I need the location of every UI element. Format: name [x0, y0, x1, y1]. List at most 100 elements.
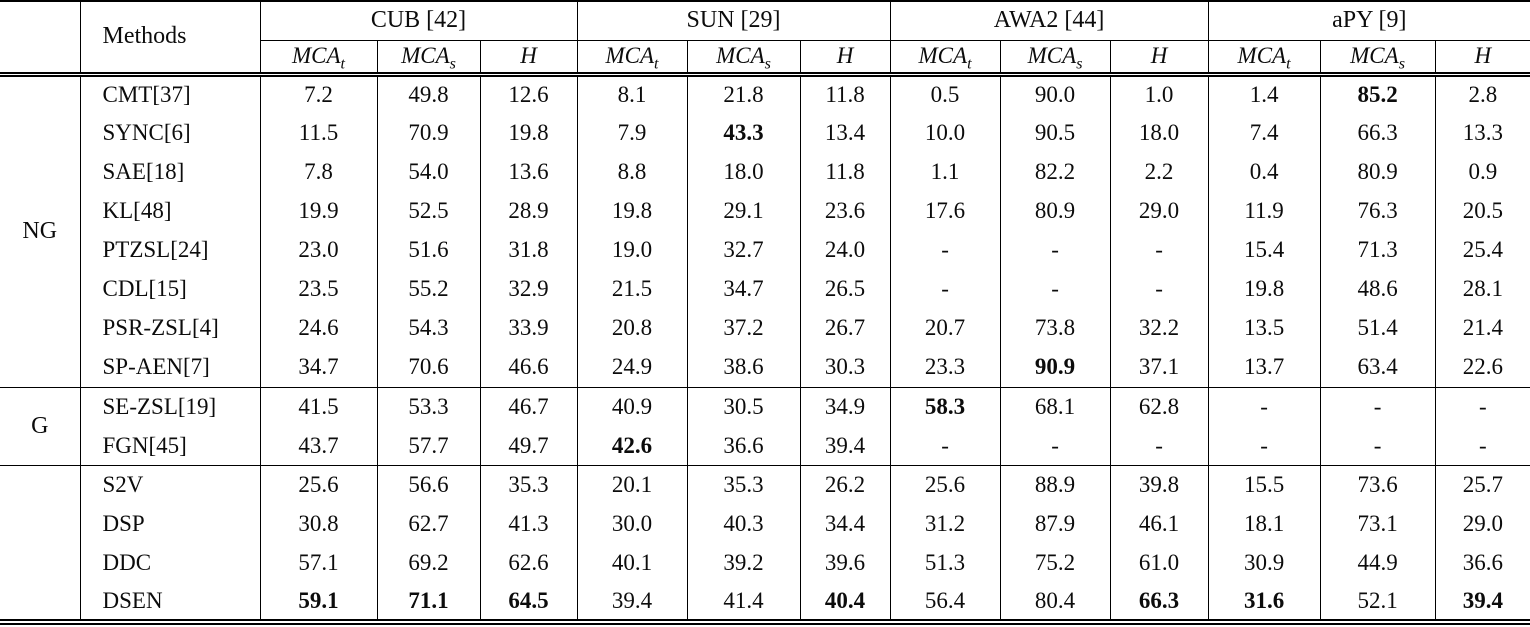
dataset-header-sun: SUN [29] — [576, 1, 891, 41]
value-cell: - — [1434, 426, 1530, 466]
value-cell: 0.5 — [889, 74, 1001, 114]
value-cell: 8.1 — [576, 74, 688, 114]
value-cell: 43.7 — [259, 426, 377, 466]
value-cell: - — [999, 426, 1111, 466]
value-cell: 64.5 — [479, 582, 578, 622]
value-cell: 19.8 — [576, 191, 688, 231]
metric-header-mca-t: MCAt — [576, 40, 688, 77]
table-row: DSEN 59.1 71.1 64.5 39.4 41.4 40.4 56.4 80.4 66.3… — [0, 582, 1530, 622]
value-cell: 0.9 — [1434, 152, 1530, 192]
value-cell: 13.6 — [479, 152, 578, 192]
value-cell: 57.7 — [376, 426, 480, 466]
value-cell: 2.8 — [1434, 74, 1530, 114]
value-cell: 41.5 — [259, 387, 377, 427]
value-cell: 56.4 — [889, 582, 1001, 622]
value-cell: 73.8 — [999, 308, 1111, 348]
value-cell: 51.6 — [376, 230, 480, 270]
value-cell: 34.9 — [799, 387, 891, 427]
group-label: G — [31, 412, 49, 439]
value-cell: 8.8 — [576, 152, 688, 192]
value-cell: - — [1207, 426, 1321, 466]
value-cell: 0.4 — [1207, 152, 1321, 192]
value-cell: 54.3 — [376, 308, 480, 348]
method-name: DDC — [79, 543, 260, 583]
value-cell: 55.2 — [376, 269, 480, 309]
value-cell: 82.2 — [999, 152, 1111, 192]
table-row: DDC 57.1 69.2 62.6 40.1 39.2 39.6 51.3 75.2 61.0 3… — [0, 543, 1530, 583]
value-cell: 40.4 — [799, 582, 891, 622]
value-cell: 25.6 — [259, 465, 377, 505]
value-cell: 32.9 — [479, 269, 578, 309]
value-cell: 21.8 — [686, 74, 801, 114]
value-cell: - — [1319, 426, 1436, 466]
value-cell: 40.9 — [576, 387, 688, 427]
value-cell: 39.4 — [1434, 582, 1530, 622]
value-cell: 29.0 — [1109, 191, 1209, 231]
corner-cell — [0, 1, 80, 77]
method-name: S2V — [79, 465, 260, 505]
value-cell: 26.2 — [799, 465, 891, 505]
value-cell: - — [1109, 426, 1209, 466]
value-cell: 31.2 — [889, 504, 1001, 544]
value-cell: 34.7 — [259, 347, 377, 388]
value-cell: 46.1 — [1109, 504, 1209, 544]
value-cell: 39.4 — [799, 426, 891, 466]
value-cell: 30.3 — [799, 347, 891, 388]
value-cell: 52.5 — [376, 191, 480, 231]
value-cell: 43.3 — [686, 113, 801, 153]
value-cell: 18.1 — [1207, 504, 1321, 544]
table-row: S2V 25.6 56.6 35.3 20.1 35.3 26.2 25.6 88.9 39.8 1… — [0, 465, 1530, 505]
dataset-header-apy: aPY [9] — [1207, 1, 1530, 41]
value-cell: 11.5 — [259, 113, 377, 153]
value-cell: 38.6 — [686, 347, 801, 388]
dataset-header-row: Methods CUB [42] SUN [29] AWA2 [44] aPY … — [0, 1, 1530, 77]
table-row: SAE[18] 7.8 54.0 13.6 8.8 18.0 11.8 1.1 82.2 2.2 0… — [0, 152, 1530, 192]
value-cell: 46.7 — [479, 387, 578, 427]
value-cell: - — [889, 426, 1001, 466]
dataset-header-cub: CUB [42] — [259, 1, 578, 41]
value-cell: 25.6 — [889, 465, 1001, 505]
value-cell: - — [999, 269, 1111, 309]
value-cell: 69.2 — [376, 543, 480, 583]
table-row: NG CMT[37] 7.2 49.8 12.6 8.1 21.8 11.8 0.5 90.0 1.… — [0, 74, 1530, 244]
value-cell: 51.3 — [889, 543, 1001, 583]
table-row: SYNC[6] 11.5 70.9 19.8 7.9 43.3 13.4 10.0 90.5 18… — [0, 113, 1530, 153]
table-row: CDL[15] 23.5 55.2 32.9 21.5 34.7 26.5- - -19.8 48… — [0, 269, 1530, 309]
value-cell: - — [999, 230, 1111, 270]
value-cell: 62.7 — [376, 504, 480, 544]
value-cell: 36.6 — [1434, 543, 1530, 583]
value-cell: 80.9 — [999, 191, 1111, 231]
value-cell: 66.3 — [1109, 582, 1209, 622]
value-cell: 21.4 — [1434, 308, 1530, 348]
value-cell: 22.6 — [1434, 347, 1530, 388]
value-cell: 12.6 — [479, 74, 578, 114]
value-cell: 32.7 — [686, 230, 801, 270]
value-cell: 1.4 — [1207, 74, 1321, 114]
value-cell: 39.2 — [686, 543, 801, 583]
method-name: CMT[37] — [79, 74, 260, 114]
method-name: SE-ZSL[19] — [79, 387, 260, 427]
value-cell: - — [1434, 387, 1530, 427]
value-cell: 23.0 — [259, 230, 377, 270]
method-name: FGN[45] — [79, 426, 260, 466]
value-cell: 87.9 — [999, 504, 1111, 544]
value-cell: 1.0 — [1109, 74, 1209, 114]
value-cell: 19.9 — [259, 191, 377, 231]
group-label — [0, 465, 80, 622]
value-cell: 80.4 — [999, 582, 1111, 622]
value-cell: 15.5 — [1207, 465, 1321, 505]
value-cell: 15.4 — [1207, 230, 1321, 270]
metric-header-mca-s: MCAs — [999, 40, 1111, 77]
value-cell: 7.8 — [259, 152, 377, 192]
value-cell: 49.8 — [376, 74, 480, 114]
metric-header-mca-t: MCAt — [889, 40, 1001, 77]
value-cell: 80.9 — [1319, 152, 1436, 192]
value-cell: 31.6 — [1207, 582, 1321, 622]
value-cell: 29.0 — [1434, 504, 1530, 544]
value-cell: 66.3 — [1319, 113, 1436, 153]
metric-header-mca-t: MCAt — [1207, 40, 1321, 77]
value-cell: 37.1 — [1109, 347, 1209, 388]
value-cell: 53.3 — [376, 387, 480, 427]
metric-header-h: H — [799, 40, 891, 77]
